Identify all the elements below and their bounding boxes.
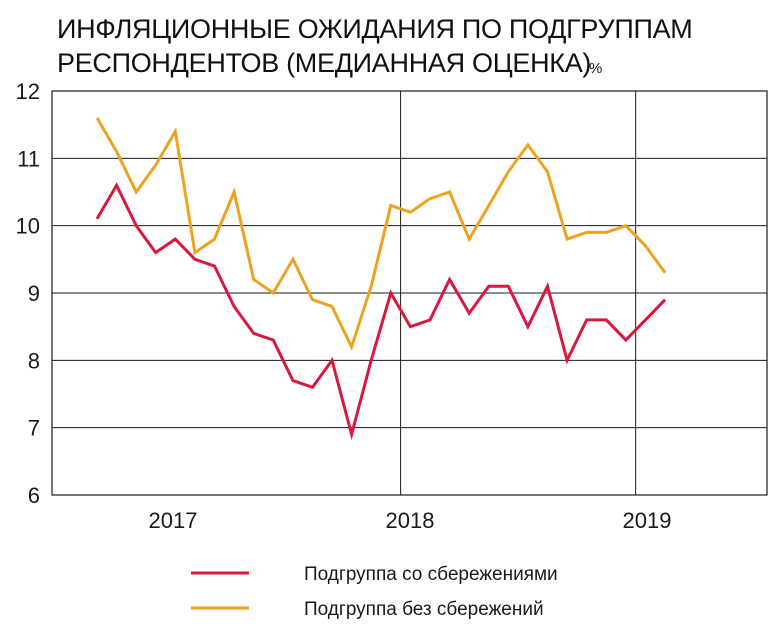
chart-title: ИНФЛЯЦИОННЫЕ ОЖИДАНИЯ ПО ПОДГРУППАМ РЕСП… xyxy=(57,12,757,80)
x-tick-label: 2019 xyxy=(623,508,672,533)
y-tick-label: 6 xyxy=(28,483,40,508)
chart-title-line-2: РЕСПОНДЕНТОВ (МЕДИАННАЯ ОЦЕНКА) xyxy=(57,48,592,78)
y-tick-label: 7 xyxy=(28,416,40,441)
unit-label: % xyxy=(589,60,603,77)
legend-label: Подгруппа без сбережений xyxy=(304,599,544,620)
y-tick-label: 8 xyxy=(28,348,40,373)
legend-label: Подгруппа со сбережениями xyxy=(304,564,558,585)
series-line-2 xyxy=(95,117,667,351)
y-tick-label: 12 xyxy=(16,79,40,104)
y-tick-label: 10 xyxy=(16,214,40,239)
chart-title-line-1: ИНФЛЯЦИОННЫЕ ОЖИДАНИЯ ПО ПОДГРУППАМ xyxy=(57,14,693,44)
series-line-1 xyxy=(95,182,667,441)
y-tick-label: 11 xyxy=(17,146,40,171)
x-tick-label: 2018 xyxy=(386,508,435,533)
y-tick-label: 9 xyxy=(28,281,40,306)
x-tick-label: 2017 xyxy=(149,508,198,533)
